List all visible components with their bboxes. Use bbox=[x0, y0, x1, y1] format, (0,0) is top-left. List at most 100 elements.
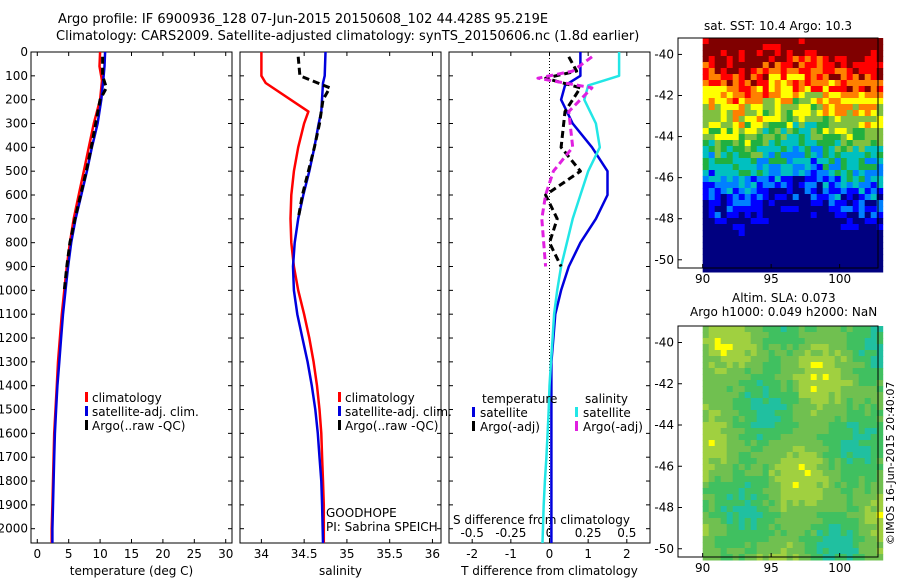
title-line-2: Climatology: CARS2009. Satellite-adjuste… bbox=[56, 29, 640, 44]
temperature-legend-label: climatology bbox=[92, 391, 162, 405]
sla-map-title: Altim. SLA: 0.073 bbox=[732, 291, 836, 305]
difference-x-tick-label: -2 bbox=[466, 547, 478, 561]
temperature-axes-frame bbox=[30, 51, 233, 544]
annotation-line: PI: Sabrina SPEICH bbox=[326, 520, 438, 534]
y-tick-label: 1100 bbox=[0, 307, 28, 321]
y-tick-label: 800 bbox=[5, 236, 28, 250]
difference-series-sat_s bbox=[541, 52, 621, 544]
sst-x-tick-label: 95 bbox=[764, 272, 779, 286]
sst-y-tick-label: -40 bbox=[654, 47, 674, 61]
temperature-series-sat bbox=[51, 51, 107, 543]
sst-x-tick-label: 90 bbox=[695, 272, 710, 286]
sla-y-tick-label: -46 bbox=[654, 459, 674, 473]
difference-x-tick-label: 2 bbox=[623, 547, 631, 561]
legend-temp-label: Argo(-adj) bbox=[480, 420, 540, 434]
salinity-series-argo bbox=[296, 56, 332, 220]
legend-temp-label: satellite bbox=[480, 406, 528, 420]
sla-y-tick-label: -50 bbox=[654, 542, 674, 556]
temperature-legend-swatch-argo bbox=[85, 420, 88, 430]
y-tick-label: 400 bbox=[5, 140, 28, 154]
salinity-legend-swatch-sat bbox=[338, 406, 341, 416]
difference-series-argo_s bbox=[536, 55, 594, 267]
salinity-x-tick-label: 36 bbox=[425, 547, 440, 561]
legend-temp-swatch-sat bbox=[472, 407, 475, 417]
temperature-x-tick-label: 15 bbox=[124, 547, 139, 561]
legend-sal-swatch-sat_s bbox=[575, 407, 578, 417]
legend-sal-swatch-argo_s bbox=[575, 421, 578, 431]
difference-x-tick-label: 0 bbox=[546, 547, 554, 561]
temperature-x-tick-label: 25 bbox=[187, 547, 202, 561]
legend-sal-label: satellite bbox=[583, 406, 631, 420]
title-line-1: Argo profile: IF 6900936_128 07-Jun-2015… bbox=[58, 12, 549, 27]
y-tick-label: 100 bbox=[5, 69, 28, 83]
sst-heatmap bbox=[702, 38, 884, 273]
temperature-legend-swatch-sat bbox=[85, 406, 88, 416]
salinity-legend-label: Argo(..raw -QC) bbox=[345, 419, 438, 433]
temperature-x-tick-label: 0 bbox=[33, 547, 41, 561]
legend-sal-label: Argo(-adj) bbox=[583, 420, 643, 434]
y-tick-label: 1300 bbox=[0, 355, 28, 369]
sst-map-frame bbox=[677, 37, 879, 269]
y-tick-label: 200 bbox=[5, 93, 28, 107]
temperature-legend-swatch-clim bbox=[85, 392, 88, 402]
y-tick-label: 1700 bbox=[0, 450, 28, 464]
legend-salinity-title: salinity bbox=[585, 392, 628, 406]
salinity-diff-tick-label: -0.5 bbox=[460, 526, 483, 540]
difference-x-tick-label: 1 bbox=[584, 547, 592, 561]
salinity-legend-swatch-argo bbox=[338, 420, 341, 430]
sla-map-subtitle: Argo h1000: 0.049 h2000: NaN bbox=[690, 305, 877, 319]
temperature-legend-label: Argo(..raw -QC) bbox=[92, 419, 185, 433]
temperature-x-tick-label: 20 bbox=[155, 547, 170, 561]
sst-y-tick-label: -48 bbox=[654, 212, 674, 226]
sst-x-tick-label: 100 bbox=[828, 272, 851, 286]
y-tick-label: 600 bbox=[5, 188, 28, 202]
y-tick-label: 1200 bbox=[0, 331, 28, 345]
credit-text: ©IMOS 16-Jun-2015 20:40:07 bbox=[884, 381, 897, 545]
sla-y-tick-label: -44 bbox=[654, 418, 674, 432]
salinity-x-label: salinity bbox=[319, 564, 362, 578]
sla-y-tick-label: -42 bbox=[654, 377, 674, 391]
salinity-axes-frame bbox=[239, 51, 442, 544]
y-tick-label: 500 bbox=[5, 164, 28, 178]
temperature-x-tick-label: 5 bbox=[65, 547, 73, 561]
salinity-diff-label: S difference from climatology bbox=[453, 513, 630, 527]
y-tick-label: 1000 bbox=[0, 283, 28, 297]
y-tick-label: 2000 bbox=[0, 522, 28, 536]
temperature-series-argo bbox=[62, 56, 108, 291]
salinity-diff-tick-label: 0.25 bbox=[575, 526, 602, 540]
y-tick-label: 300 bbox=[5, 117, 28, 131]
sla-x-tick-label: 90 bbox=[695, 561, 710, 575]
sla-x-tick-label: 100 bbox=[828, 561, 851, 575]
salinity-diff-tick-label: 0 bbox=[546, 526, 554, 540]
salinity-legend-label: satellite-adj. clim. bbox=[345, 405, 452, 419]
y-tick-label: 1800 bbox=[0, 474, 28, 488]
temperature-legend-label: satellite-adj. clim. bbox=[92, 405, 199, 419]
temperature-x-tick-label: 10 bbox=[92, 547, 107, 561]
y-tick-label: 1500 bbox=[0, 403, 28, 417]
difference-x-tick-label: -1 bbox=[505, 547, 517, 561]
sla-y-tick-label: -48 bbox=[654, 501, 674, 515]
legend-temperature-title: temperature bbox=[482, 392, 557, 406]
salinity-series-clim bbox=[260, 52, 326, 543]
sla-x-tick-label: 95 bbox=[764, 561, 779, 575]
difference-x-label: T difference from climatology bbox=[460, 564, 638, 578]
salinity-diff-tick-label: -0.25 bbox=[495, 526, 526, 540]
sla-map-frame bbox=[677, 325, 879, 558]
y-tick-label: 700 bbox=[5, 212, 28, 226]
legend-temp-swatch-argo bbox=[472, 421, 475, 431]
difference-series-argo bbox=[544, 56, 582, 268]
y-tick-label: 0 bbox=[20, 45, 28, 59]
salinity-x-tick-label: 34 bbox=[254, 547, 269, 561]
salinity-x-tick-label: 35 bbox=[339, 547, 354, 561]
y-tick-label: 1900 bbox=[0, 498, 28, 512]
temperature-x-tick-label: 30 bbox=[218, 547, 233, 561]
salinity-legend-label: climatology bbox=[345, 391, 415, 405]
sla-heatmap bbox=[702, 326, 884, 561]
salinity-diff-tick-label: 0.5 bbox=[617, 526, 636, 540]
sst-y-tick-label: -50 bbox=[654, 253, 674, 267]
difference-series-sat bbox=[550, 52, 609, 543]
salinity-x-tick-label: 35.5 bbox=[376, 547, 403, 561]
sla-y-tick-label: -40 bbox=[654, 336, 674, 350]
y-tick-label: 1400 bbox=[0, 379, 28, 393]
